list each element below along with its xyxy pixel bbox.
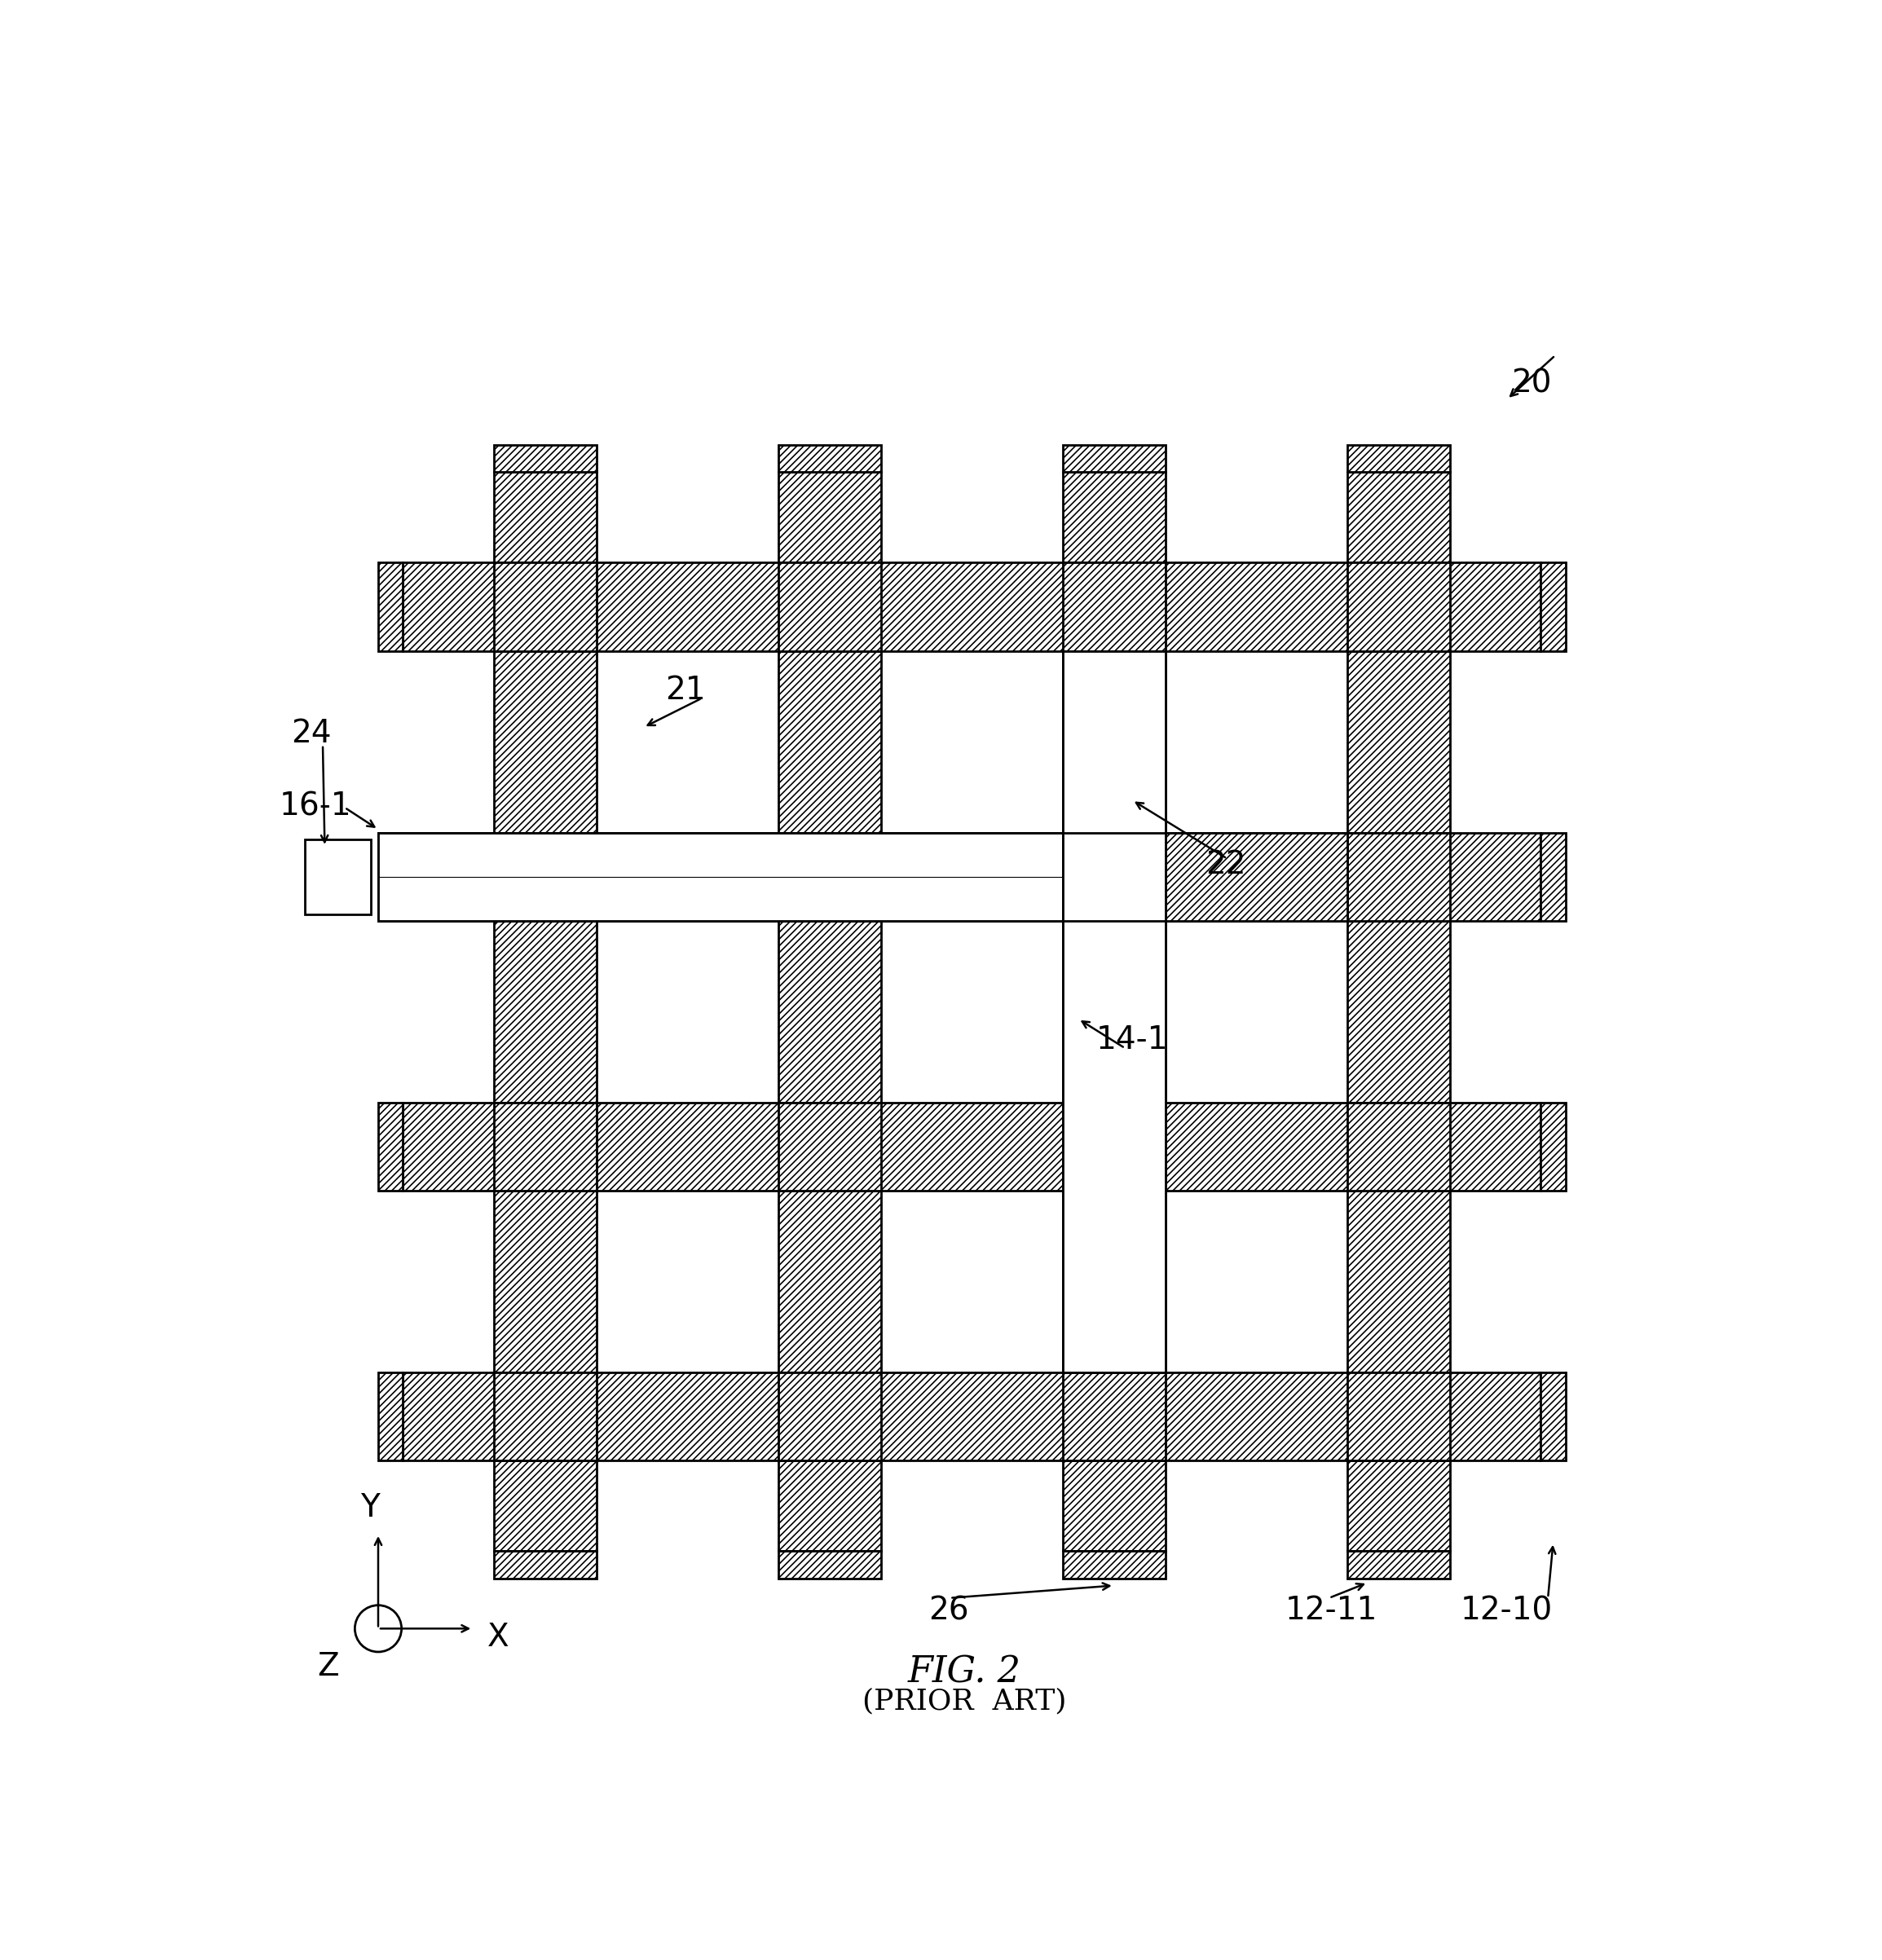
- Text: 24: 24: [290, 717, 331, 749]
- Bar: [1348, 1372, 1449, 1460]
- Bar: [403, 563, 1541, 651]
- Bar: [403, 1372, 1541, 1460]
- Bar: [1348, 1102, 1449, 1192]
- Text: 12-10: 12-10: [1460, 1595, 1553, 1627]
- Bar: [1063, 472, 1165, 1550]
- Bar: [1165, 833, 1348, 921]
- Bar: [493, 472, 597, 1550]
- Text: 22: 22: [1204, 849, 1246, 880]
- Bar: [1541, 1102, 1566, 1192]
- Bar: [493, 1372, 597, 1460]
- Bar: [1348, 563, 1449, 651]
- Text: 26: 26: [928, 1595, 969, 1627]
- Bar: [305, 839, 371, 915]
- Text: Y: Y: [361, 1492, 380, 1523]
- Bar: [1348, 833, 1449, 921]
- Bar: [378, 833, 403, 921]
- Text: FIG. 2: FIG. 2: [907, 1654, 1022, 1690]
- Bar: [378, 1372, 403, 1460]
- Text: X: X: [487, 1621, 510, 1652]
- Bar: [493, 1550, 597, 1578]
- Bar: [403, 833, 1541, 921]
- Bar: [1063, 1550, 1165, 1578]
- Bar: [1063, 1372, 1165, 1460]
- Bar: [1541, 563, 1566, 651]
- Bar: [779, 1550, 881, 1578]
- Text: Z: Z: [316, 1650, 339, 1682]
- Bar: [1348, 1550, 1449, 1578]
- Text: 14-1: 14-1: [1095, 1025, 1169, 1054]
- Bar: [1541, 1372, 1566, 1460]
- Bar: [1063, 563, 1165, 651]
- Bar: [378, 563, 403, 651]
- Circle shape: [356, 1605, 401, 1652]
- Bar: [779, 472, 881, 1550]
- Bar: [378, 1102, 403, 1192]
- Bar: [493, 445, 597, 472]
- Bar: [493, 563, 597, 651]
- Bar: [779, 833, 881, 921]
- Bar: [779, 1372, 881, 1460]
- Bar: [378, 833, 1063, 921]
- Text: 16-1: 16-1: [279, 792, 352, 821]
- Bar: [1348, 472, 1449, 1550]
- Bar: [1063, 445, 1165, 472]
- Bar: [779, 445, 881, 472]
- Bar: [1063, 833, 1165, 921]
- Bar: [1063, 833, 1165, 921]
- Bar: [1063, 1102, 1165, 1192]
- Bar: [779, 563, 881, 651]
- Bar: [1541, 833, 1566, 921]
- Text: (PRIOR  ART): (PRIOR ART): [862, 1688, 1067, 1715]
- Bar: [493, 1102, 597, 1192]
- Bar: [403, 1102, 1541, 1192]
- Text: 12-11: 12-11: [1285, 1595, 1378, 1627]
- Bar: [493, 833, 597, 921]
- Bar: [1063, 651, 1165, 1372]
- Bar: [779, 1102, 881, 1192]
- Bar: [1348, 445, 1449, 472]
- Text: 20: 20: [1511, 368, 1553, 400]
- Text: 21: 21: [666, 674, 706, 706]
